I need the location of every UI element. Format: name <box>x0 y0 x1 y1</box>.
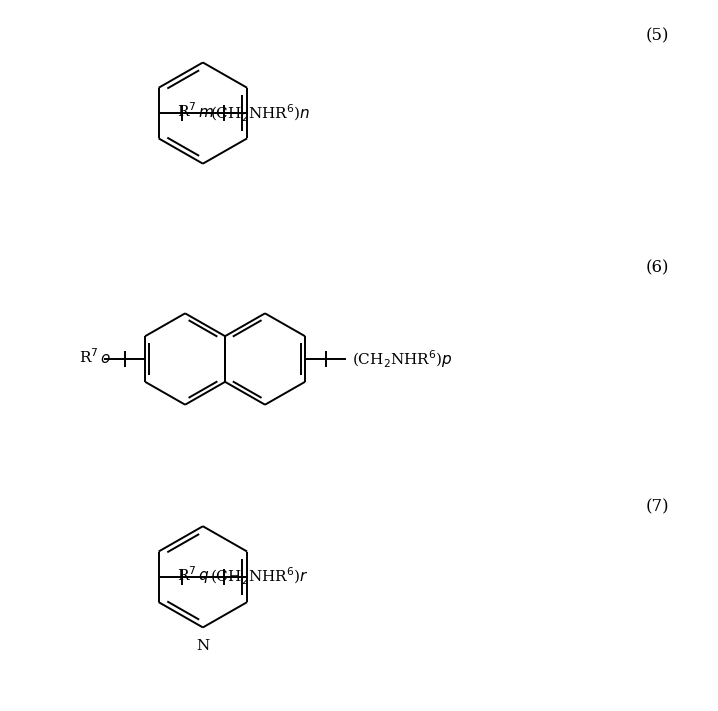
Text: R$^7$: R$^7$ <box>79 348 98 366</box>
Text: $o$: $o$ <box>101 352 111 366</box>
Text: $m$: $m$ <box>198 106 214 120</box>
Text: (CH$_2$NHR$^6$)$p$: (CH$_2$NHR$^6$)$p$ <box>352 348 452 370</box>
Text: N: N <box>196 638 210 653</box>
Text: R$^7$: R$^7$ <box>177 565 196 584</box>
Text: (CH$_2$NHR$^6$)$r$: (CH$_2$NHR$^6$)$r$ <box>210 566 309 587</box>
Text: (CH$_2$NHR$^6$)$n$: (CH$_2$NHR$^6$)$n$ <box>210 102 311 124</box>
Text: $q$: $q$ <box>198 569 209 585</box>
Text: (7): (7) <box>645 498 669 515</box>
Text: –: – <box>215 106 223 120</box>
Text: R$^7$: R$^7$ <box>177 102 196 120</box>
Text: (5): (5) <box>645 27 668 44</box>
Text: –: – <box>116 352 123 366</box>
Text: (6): (6) <box>645 260 668 276</box>
Text: –: – <box>215 570 223 584</box>
